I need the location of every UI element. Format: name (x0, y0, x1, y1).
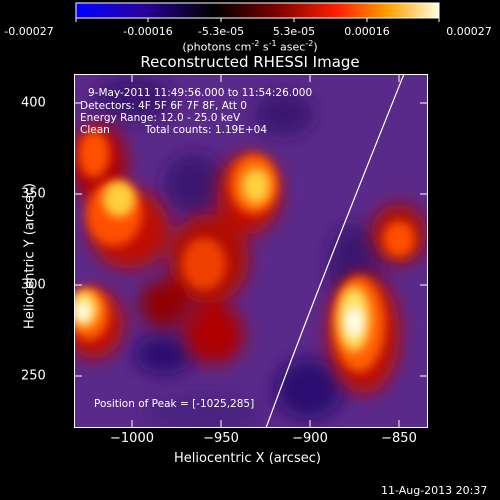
x-tick-label: −1000 (110, 431, 154, 446)
colorbar-tick-label: 0.00016 (344, 25, 390, 38)
x-tick-label: −900 (292, 431, 328, 446)
axis-ticks (74, 74, 428, 428)
map-frame (74, 74, 428, 428)
y-axis-label: Heliocentric Y (arcsec) (22, 183, 38, 329)
colorbar-tick-label: -0.00016 (123, 25, 173, 38)
y-tick-label: 350 (21, 186, 46, 202)
peak-position-annotation: Position of Peak = [-1025,285] (94, 398, 255, 410)
colorbar-tick-label: 5.3e-05 (272, 25, 316, 38)
image-title: Reconstructed RHESSI Image (140, 53, 360, 71)
rhessi-map (74, 74, 428, 428)
colorbar-tick-label: -0.00027 (4, 25, 54, 38)
energy-range-annotation: Energy Range: 12.0 - 25.0 keV (80, 112, 241, 124)
x-tick-label: −950 (203, 431, 239, 446)
map-emission-cores (74, 168, 370, 351)
colorbar-ticks (75, 18, 440, 22)
y-tick-label: 400 (21, 95, 46, 111)
y-tick-label: 250 (21, 368, 46, 384)
colorbar-unit-label: (photons cm-2 s-1 asec-2) (182, 39, 318, 54)
time-range-annotation: 9-May-2011 11:49:56.000 to 11:54:26.000 (88, 87, 313, 99)
colorbar-tick-label: 0.00027 (446, 25, 492, 38)
x-axis-label: Heliocentric X (arcsec) (174, 451, 321, 466)
colorbar-gradient (75, 2, 440, 19)
solar-limb-line (265, 74, 405, 428)
method-annotation: Clean (80, 124, 110, 136)
x-tick-label: −850 (381, 431, 417, 446)
total-counts-annotation: Total counts: 1.19E+04 (145, 124, 268, 136)
colorbar (75, 2, 440, 22)
y-tick-label: 300 (21, 277, 46, 293)
detectors-annotation: Detectors: 4F 5F 6F 7F 8F, Att 0 (80, 100, 247, 112)
footer-timestamp: 11-Aug-2013 20:37 (381, 484, 488, 497)
colorbar-tick-label: -5.3e-05 (197, 25, 245, 38)
